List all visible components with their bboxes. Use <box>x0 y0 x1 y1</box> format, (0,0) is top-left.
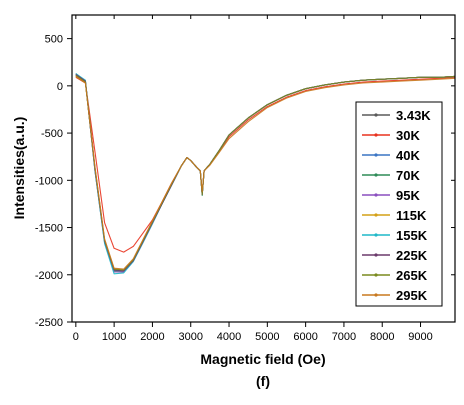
legend-box <box>355 101 443 307</box>
legend-label-225K: 225K <box>396 248 428 263</box>
x-tick-label: 4000 <box>217 331 241 343</box>
legend-label-40K: 40K <box>396 148 420 163</box>
x-tick-label: 6000 <box>293 331 317 343</box>
ticks-layer: 0 1000 2000 3000 4000 5000 6000 7000 8000 9000500… <box>35 15 455 343</box>
legend-marker-40K <box>374 153 378 157</box>
legend-label-30K: 30K <box>396 128 420 143</box>
legend-label-295K: 295K <box>396 288 428 303</box>
legend-marker-295K <box>374 293 378 297</box>
x-tick-label: 0 <box>73 331 79 343</box>
x-tick-label: 9000 <box>408 331 432 343</box>
legend-marker-225K <box>374 253 378 257</box>
x-tick-label: 3000 <box>178 331 202 343</box>
legend-label-155K: 155K <box>396 228 428 243</box>
legend-marker-70K <box>374 173 378 177</box>
legend-label-70K: 70K <box>396 168 420 183</box>
legend-marker-30K <box>374 133 378 137</box>
series-line-265K <box>75 75 456 271</box>
legend-label-265K: 265K <box>396 268 428 283</box>
legend-marker-95K <box>374 193 378 197</box>
legend-marker-115K <box>374 213 378 217</box>
legend: 3.43K 30K 40K 70K 95K 115K 155K 225K 265K 295K <box>355 101 443 307</box>
y-tick-label: 0 <box>57 81 63 93</box>
x-axis-label: Magnetic field (Oe) <box>200 351 325 367</box>
y-tick-label: -1000 <box>35 175 63 187</box>
y-axis-label: Intensities(a.u.) <box>11 117 27 220</box>
x-tick-label: 5000 <box>255 331 279 343</box>
legend-marker-155K <box>374 233 378 237</box>
x-tick-label: 8000 <box>370 331 394 343</box>
legend-label-95K: 95K <box>396 188 420 203</box>
y-tick-label: 500 <box>45 34 63 46</box>
plot-frame <box>71 14 456 323</box>
x-tick-label: 7000 <box>332 331 356 343</box>
series-line-295K <box>75 75 456 270</box>
x-tick-label: 2000 <box>140 331 164 343</box>
series-layer <box>75 73 456 275</box>
y-tick-label: -1500 <box>35 223 63 235</box>
legend-marker-265K <box>374 273 378 277</box>
y-tick-label: -2500 <box>35 317 63 329</box>
legend-marker-3.43K <box>374 113 378 117</box>
legend-label-3.43K: 3.43K <box>396 108 431 123</box>
figure-caption: (f) <box>256 373 270 389</box>
y-tick-label: -2000 <box>35 270 63 282</box>
x-tick-label: 1000 <box>102 331 126 343</box>
y-tick-label: -500 <box>41 128 63 140</box>
legend-label-115K: 115K <box>396 208 427 223</box>
